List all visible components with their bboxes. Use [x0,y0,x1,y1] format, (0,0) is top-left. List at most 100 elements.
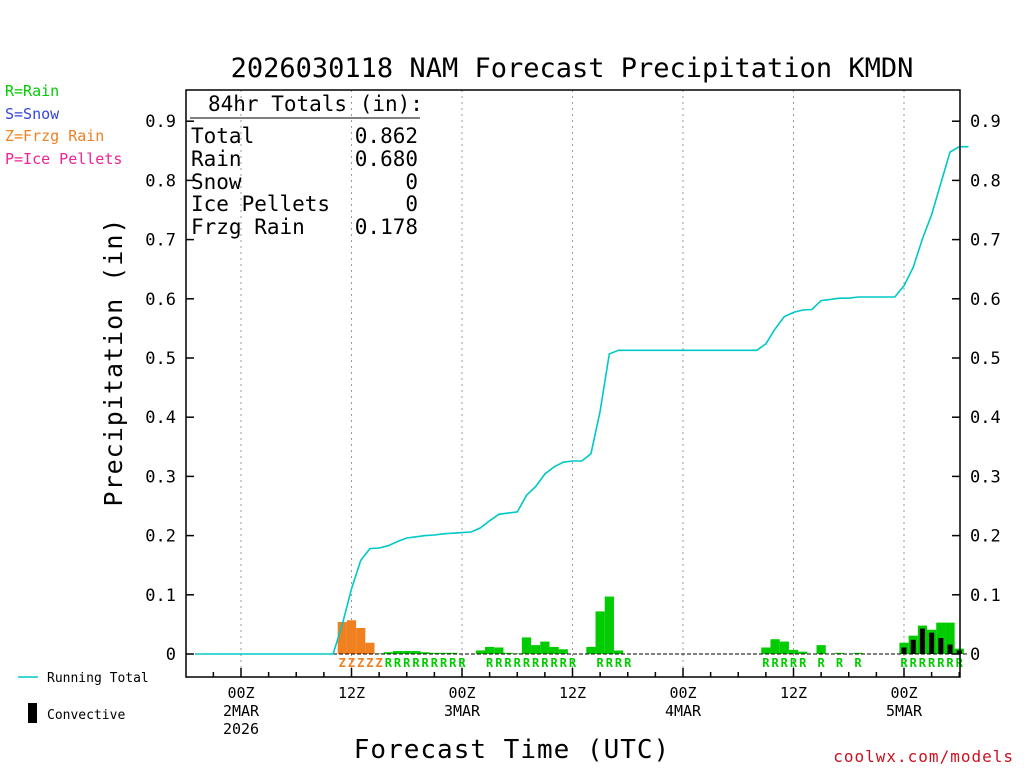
ptype-label: R [458,656,466,670]
ptype-label: R [762,656,770,670]
ptype-label: R [532,656,540,670]
ptype-label: R [431,656,439,670]
ptype-label: R [799,656,807,670]
ptype-label: R [606,656,614,670]
ptype-label: R [523,656,531,670]
legend-rain: R=Rain [5,82,59,100]
precip-bar [521,637,532,654]
x-tick-label: 00Z [669,684,696,702]
precip-bar [337,622,347,654]
totals-label-snow: Snow [191,170,242,194]
y-tick-label-right: 0.9 [970,112,1001,132]
y-tick-label-right: 0 [970,645,980,665]
legend-snow: S=Snow [5,105,60,123]
precip-bar [595,611,605,654]
totals-label-frzg-rain: Frzg Rain [191,215,305,239]
ptype-label: R [385,656,393,670]
ptype-label: R [514,656,522,670]
ptype-label: R [403,656,411,670]
precip-bar [383,652,393,654]
precip-bar [392,651,403,654]
legend-running-total: Running Total [47,671,149,686]
ptype-label: R [504,656,512,670]
y-tick-label-right: 0.6 [970,290,1001,310]
y-tick-label-left: 0.2 [145,527,176,547]
convective-bar [901,647,907,654]
precip-bar [945,622,955,654]
precip-bar [531,645,541,654]
totals-value-total: 0.862 [355,124,418,148]
y-tick-label-right: 0.7 [970,231,1001,251]
y-tick-label-right: 0.2 [970,527,1001,547]
ptype-label: R [910,656,918,670]
precip-bar [770,639,780,654]
precip-bar [853,652,863,654]
y-tick-label-right: 0.1 [970,586,1001,606]
ptype-label: R [412,656,420,670]
ptype-label: R [771,656,779,670]
ptype-label: Z [357,656,364,670]
ptype-label: R [919,656,927,670]
ptype-label: R [569,656,577,670]
ptype-label: R [495,656,503,670]
y-tick-label-left: 0.1 [145,586,176,606]
y-tick-label-right: 0.4 [970,408,1001,428]
totals-value-snow: 0 [405,170,418,194]
precip-bar [512,653,522,654]
x-tick-label: 12Z [338,684,365,702]
y-tick-label-right: 0.8 [970,171,1001,191]
ptype-label: Z [348,656,355,670]
x-tick-label: 12Z [559,684,586,702]
x-tick-label: 00Z [448,684,475,702]
ptype-label: R [550,656,558,670]
y-tick-label-left: 0.4 [145,408,176,428]
y-axis-ticks: 0 00.1 0.10.2 0.20.3 0.30.4 0.40.5 0.50.6 0.60.… [145,112,1000,665]
totals-table: 84hr Totals (in): Total 0.862 Rain 0.680… [190,92,423,239]
precip-bar [356,627,366,654]
precip-bar [761,647,771,654]
plot-frame [185,89,961,678]
precip-bar [604,596,614,654]
totals-value-rain: 0.680 [355,147,418,171]
x-tick-label: 2MAR [223,702,260,720]
legend-convective: Convective [47,708,125,723]
ptype-label: R [449,656,457,670]
x-tick-label: 12Z [780,684,807,702]
y-tick-label-left: 0.3 [145,467,176,487]
ptype-label: R [790,656,798,670]
ptype-label: R [624,656,632,670]
ptype-label: R [946,656,954,670]
y-tick-label-left: 0 [166,645,176,665]
precip-bar [834,652,845,654]
precip-bar [613,650,624,654]
totals-value-frzg-rain: 0.178 [355,215,418,239]
ptype-label: R [928,656,936,670]
x-tick-label: 4MAR [665,702,702,720]
convective-swatch [28,703,37,723]
x-tick-label: 00Z [227,684,254,702]
convective-bar [919,628,925,654]
credit-text: coolwx.com/models [833,747,1014,766]
convective-bar [929,632,935,654]
chart-title: 2026030118 NAM Forecast Precipitation KM… [231,53,914,84]
precip-bar [816,645,826,654]
totals-label-rain: Rain [191,147,242,171]
y-tick-label-left: 0.7 [145,231,176,251]
y-tick-label-right: 0.5 [970,349,1001,369]
precip-bar [586,646,596,654]
precip-bar [540,641,550,654]
precip-bar [374,653,384,654]
precip-bar [549,646,559,654]
precip-bar [503,652,513,654]
ptype-label: R [422,656,430,670]
x-tick-label: 3MAR [444,702,481,720]
ptype-label: R [900,656,908,670]
y-tick-label-right: 0.3 [970,467,1001,487]
precip-bar [438,652,449,654]
precip-bar [798,651,808,654]
ptype-label: R [818,656,826,670]
y-tick-label-left: 0.8 [145,171,176,191]
precip-bar [411,651,421,654]
totals-header: 84hr Totals (in): [208,92,423,116]
ptype-label: R [836,656,844,670]
